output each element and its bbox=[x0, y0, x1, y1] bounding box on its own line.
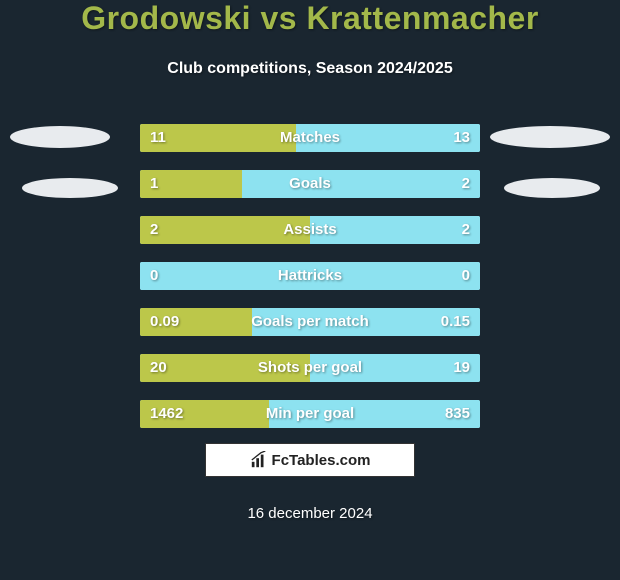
date-text: 16 december 2024 bbox=[0, 505, 620, 522]
stat-label: Assists bbox=[140, 216, 480, 244]
stat-row: 1113Matches bbox=[140, 124, 480, 152]
logo-text: FcTables.com bbox=[272, 452, 371, 469]
placeholder-oval bbox=[504, 178, 600, 198]
stat-label: Shots per goal bbox=[140, 354, 480, 382]
stat-row: 0.090.15Goals per match bbox=[140, 308, 480, 336]
comparison-card: Grodowski vs Krattenmacher Club competit… bbox=[0, 0, 620, 580]
placeholder-oval bbox=[22, 178, 118, 198]
stat-row: 00Hattricks bbox=[140, 262, 480, 290]
stat-row: 12Goals bbox=[140, 170, 480, 198]
logo-box[interactable]: FcTables.com bbox=[205, 443, 415, 477]
stat-row: 22Assists bbox=[140, 216, 480, 244]
stat-label: Goals bbox=[140, 170, 480, 198]
stat-label: Min per goal bbox=[140, 400, 480, 428]
page-title: Grodowski vs Krattenmacher bbox=[0, 0, 620, 37]
bars-area: 1113Matches 12Goals 22Assists 00Hattricks 0.… bbox=[140, 124, 480, 446]
stat-row: 2019Shots per goal bbox=[140, 354, 480, 382]
stat-row: 1462835Min per goal bbox=[140, 400, 480, 428]
stat-label: Matches bbox=[140, 124, 480, 152]
stat-label: Goals per match bbox=[140, 308, 480, 336]
stat-label: Hattricks bbox=[140, 262, 480, 290]
placeholder-oval bbox=[490, 126, 610, 148]
chart-icon bbox=[250, 451, 268, 469]
placeholder-oval bbox=[10, 126, 110, 148]
page-subtitle: Club competitions, Season 2024/2025 bbox=[0, 60, 620, 78]
